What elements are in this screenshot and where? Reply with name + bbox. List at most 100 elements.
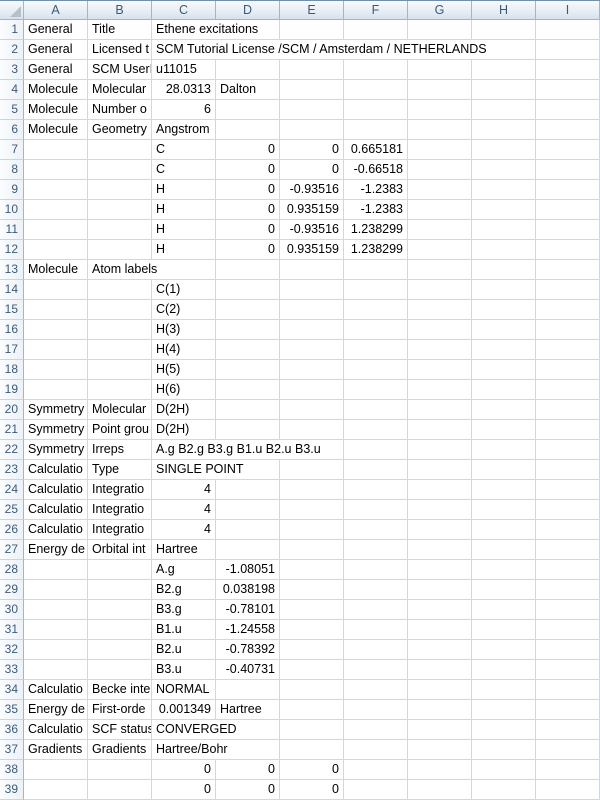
row-header-25[interactable]: 25 [0, 500, 24, 520]
cell-H32[interactable] [472, 640, 536, 660]
cell-D36[interactable] [216, 720, 280, 740]
cell-I25[interactable] [536, 500, 600, 520]
cell-G18[interactable] [408, 360, 472, 380]
cell-I9[interactable] [536, 180, 600, 200]
row-header-30[interactable]: 30 [0, 600, 24, 620]
cell-H24[interactable] [472, 480, 536, 500]
cell-F27[interactable] [344, 540, 408, 560]
column-header-C[interactable]: C [152, 1, 216, 20]
row-header-35[interactable]: 35 [0, 700, 24, 720]
cell-H7[interactable] [472, 140, 536, 160]
cell-F14[interactable] [344, 280, 408, 300]
cell-I26[interactable] [536, 520, 600, 540]
cell-A12[interactable] [24, 240, 88, 260]
cell-D30[interactable]: -0.78101 [216, 600, 280, 620]
column-header-A[interactable]: A [24, 1, 88, 20]
cell-B31[interactable] [88, 620, 152, 640]
cell-D21[interactable] [216, 420, 280, 440]
cell-F24[interactable] [344, 480, 408, 500]
cell-C9[interactable]: H [152, 180, 216, 200]
cell-C25[interactable]: 4 [152, 500, 216, 520]
cell-G10[interactable] [408, 200, 472, 220]
cell-G31[interactable] [408, 620, 472, 640]
cell-D26[interactable] [216, 520, 280, 540]
cell-C10[interactable]: H [152, 200, 216, 220]
cell-D35[interactable]: Hartree [216, 700, 280, 720]
cell-C7[interactable]: C [152, 140, 216, 160]
cell-C14[interactable]: C(1) [152, 280, 216, 300]
cell-H35[interactable] [472, 700, 536, 720]
cell-F13[interactable] [344, 260, 408, 280]
cell-E27[interactable] [280, 540, 344, 560]
cell-I6[interactable] [536, 120, 600, 140]
cell-F3[interactable] [344, 60, 408, 80]
cell-G3[interactable] [408, 60, 472, 80]
cell-H9[interactable] [472, 180, 536, 200]
cell-H6[interactable] [472, 120, 536, 140]
row-header-21[interactable]: 21 [0, 420, 24, 440]
cell-G9[interactable] [408, 180, 472, 200]
cell-B15[interactable] [88, 300, 152, 320]
cell-B18[interactable] [88, 360, 152, 380]
row-header-14[interactable]: 14 [0, 280, 24, 300]
row-header-6[interactable]: 6 [0, 120, 24, 140]
cell-I29[interactable] [536, 580, 600, 600]
select-all-button[interactable] [0, 1, 24, 20]
cell-A29[interactable] [24, 580, 88, 600]
cell-G29[interactable] [408, 580, 472, 600]
cell-A6[interactable]: Molecule [24, 120, 88, 140]
cell-B33[interactable] [88, 660, 152, 680]
cell-B1[interactable]: Title [88, 20, 152, 40]
cell-D18[interactable] [216, 360, 280, 380]
cell-A38[interactable] [24, 760, 88, 780]
row-header-7[interactable]: 7 [0, 140, 24, 160]
cell-I8[interactable] [536, 160, 600, 180]
cell-H17[interactable] [472, 340, 536, 360]
cell-B21[interactable]: Point grou [88, 420, 152, 440]
column-header-H[interactable]: H [472, 1, 536, 20]
cell-B30[interactable] [88, 600, 152, 620]
row-header-29[interactable]: 29 [0, 580, 24, 600]
row-header-15[interactable]: 15 [0, 300, 24, 320]
cell-E21[interactable] [280, 420, 344, 440]
cell-E10[interactable]: 0.935159 [280, 200, 344, 220]
cell-I38[interactable] [536, 760, 600, 780]
cell-E38[interactable]: 0 [280, 760, 344, 780]
cell-D15[interactable] [216, 300, 280, 320]
cell-G26[interactable] [408, 520, 472, 540]
cell-E23[interactable] [280, 460, 344, 480]
cell-H4[interactable] [472, 80, 536, 100]
cell-B29[interactable] [88, 580, 152, 600]
row-header-10[interactable]: 10 [0, 200, 24, 220]
cell-H12[interactable] [472, 240, 536, 260]
cell-G27[interactable] [408, 540, 472, 560]
cell-D28[interactable]: -1.08051 [216, 560, 280, 580]
cell-A19[interactable] [24, 380, 88, 400]
cell-D32[interactable]: -0.78392 [216, 640, 280, 660]
cell-I14[interactable] [536, 280, 600, 300]
cell-B39[interactable] [88, 780, 152, 800]
cell-F30[interactable] [344, 600, 408, 620]
cell-A7[interactable] [24, 140, 88, 160]
cell-B19[interactable] [88, 380, 152, 400]
cell-C21[interactable]: D(2H) [152, 420, 216, 440]
cell-A33[interactable] [24, 660, 88, 680]
row-header-5[interactable]: 5 [0, 100, 24, 120]
cell-E7[interactable]: 0 [280, 140, 344, 160]
cell-G36[interactable] [408, 720, 472, 740]
cell-D38[interactable]: 0 [216, 760, 280, 780]
cell-H21[interactable] [472, 420, 536, 440]
row-header-34[interactable]: 34 [0, 680, 24, 700]
cell-B3[interactable]: SCM UserI [88, 60, 152, 80]
cell-E36[interactable] [280, 720, 344, 740]
cell-I12[interactable] [536, 240, 600, 260]
row-header-39[interactable]: 39 [0, 780, 24, 800]
cell-A37[interactable]: Gradients [24, 740, 88, 760]
row-header-28[interactable]: 28 [0, 560, 24, 580]
cell-E24[interactable] [280, 480, 344, 500]
cell-I39[interactable] [536, 780, 600, 800]
cell-D14[interactable] [216, 280, 280, 300]
cell-F31[interactable] [344, 620, 408, 640]
cell-D20[interactable] [216, 400, 280, 420]
cell-E31[interactable] [280, 620, 344, 640]
